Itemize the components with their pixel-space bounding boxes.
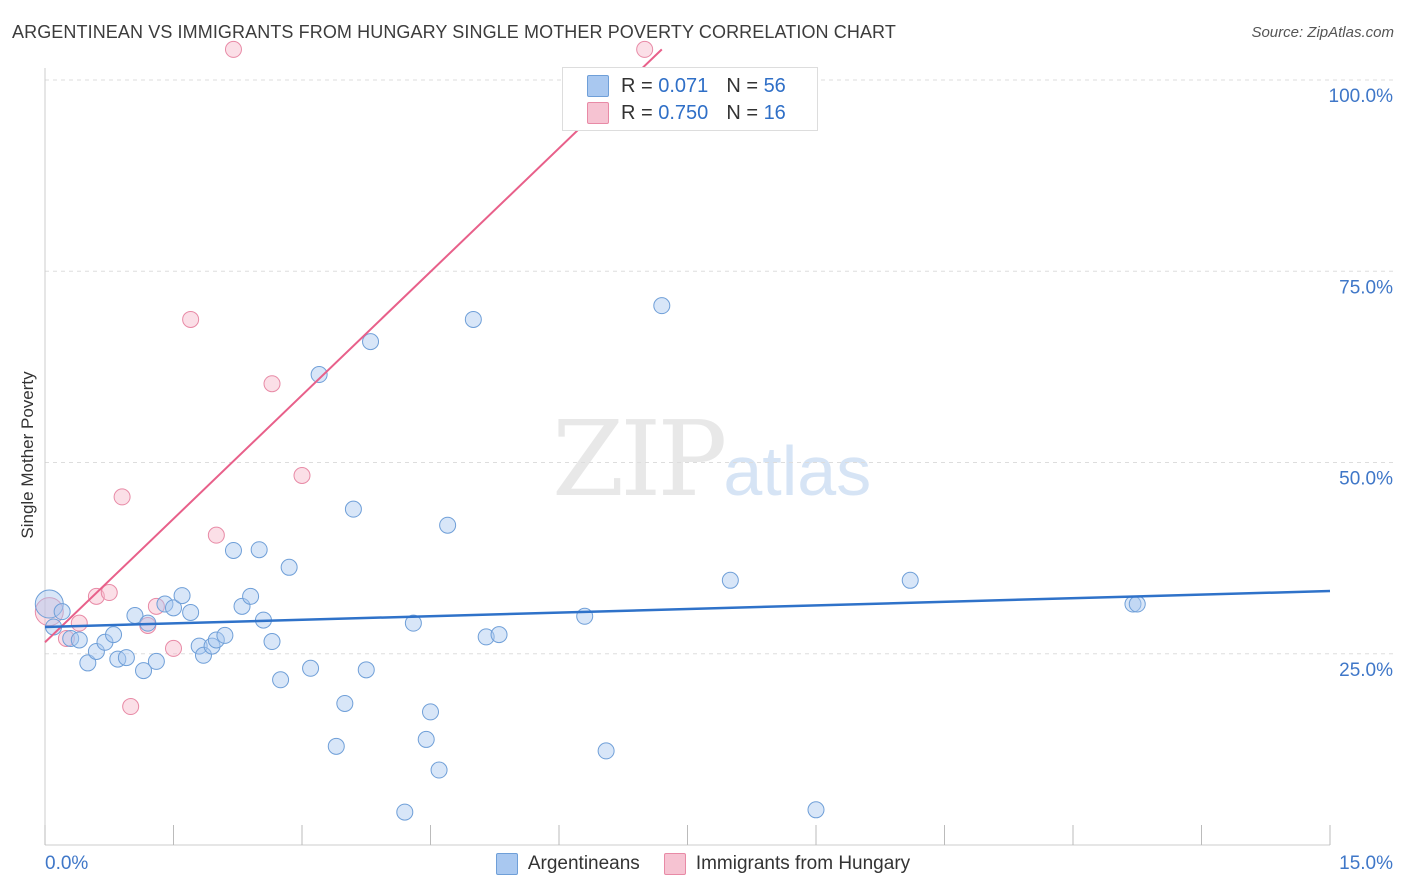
n-label: N = [726,101,758,124]
argentineans-point [653,297,671,315]
argentineans-point [404,614,422,632]
legend-row-hungary: R = 0.750 N = 16 [587,101,786,125]
argentineans-point [79,654,97,672]
hungary-point [122,698,140,716]
x-tick-label: 15.0% [1339,853,1393,874]
argentineans-point [439,516,457,534]
y-tick-label: 50.0% [1339,469,1393,490]
x-tick-label: 0.0% [45,853,88,874]
legend-item-hungary[interactable]: Immigrants from Hungary [663,853,911,875]
argentineans-point [336,694,354,712]
argentineans-point [242,587,260,605]
argentineans-point [417,730,435,748]
correlation-legend: R = 0.071 N = 56 R = 0.750 N = 16 [562,67,818,131]
watermark: ZIPatlas [552,398,871,520]
legend-label-argentineans: Argentineans [527,853,640,874]
argentineans-point [233,597,251,615]
source-label: Source: ZipAtlas.com [1251,24,1394,41]
n-label: N = [726,74,758,97]
argentineans-point [135,662,153,680]
argentineans-point [250,541,268,559]
argentineans-point [327,737,345,755]
argentineans-point [597,742,615,760]
n-value: 56 [763,74,786,97]
watermark-atlas: atlas [723,432,872,510]
argentineans-point [194,646,212,664]
argentineans-point [302,659,320,677]
n-value: 16 [763,101,786,124]
argentineans-point [721,571,739,589]
y-axis-label: Single Mother Poverty [18,371,37,539]
argentineans-point [117,649,135,667]
argentineans-point [477,628,495,646]
hungary-point [293,467,311,485]
argentineans-point [105,626,123,644]
legend-label-hungary: Immigrants from Hungary [695,853,911,874]
argentineans-point [901,571,919,589]
argentineans-point [396,803,414,821]
legend-swatch-pink [587,102,609,124]
hungary-point [87,587,105,605]
argentineans-point [203,637,221,655]
argentineans-point [207,631,225,649]
series-legend: Argentineans Immigrants from Hungary [0,850,1406,878]
hungary-point [70,614,88,632]
argentineans-point [362,333,380,351]
hungary-point [57,629,75,647]
argentineans-point [280,558,298,576]
hungary-point [263,375,281,393]
hungary-point [224,40,242,58]
argentineans-point [422,703,439,721]
argentineans-point [224,541,242,559]
hungary-point [182,310,200,328]
hungary-trend-line [44,48,663,643]
chart-title: ARGENTINEAN VS IMMIGRANTS FROM HUNGARY S… [12,22,896,42]
legend-row-argentineans: R = 0.071 N = 56 [587,74,786,98]
argentineans-point [357,661,375,679]
argentineans-point [53,603,71,621]
r-value: 0.071 [658,74,709,97]
argentineans-point [1128,595,1146,613]
argentineans-point [216,626,234,644]
argentineans-trend-line [44,589,1331,629]
hungary-point [113,488,131,506]
argentineans-point [182,603,200,621]
argentineans-point [147,652,165,670]
argentineans-point [310,366,328,384]
argentineans-point [109,650,127,668]
argentineans-point [165,599,182,617]
argentineans-point [70,631,88,649]
r-value: 0.750 [658,101,709,124]
argentineans-point [490,626,508,644]
y-tick-label: 25.0% [1339,660,1393,681]
r-label: R = [621,74,653,97]
legend-item-argentineans[interactable]: Argentineans [495,853,640,875]
r-label: R = [621,101,653,124]
y-tick-label: 100.0% [1329,86,1394,107]
argentineans-point [87,642,105,660]
argentineans-point [263,633,281,651]
argentineans-point [62,629,80,647]
argentineans-point [464,310,482,328]
argentineans-point [344,500,362,518]
hungary-point [636,40,654,58]
legend-swatch-pink [663,853,686,875]
legend-swatch-blue [495,853,518,875]
argentineans-point [190,637,208,655]
y-tick-label: 75.0% [1339,277,1393,298]
argentineans-point [173,587,191,605]
argentineans-point [272,671,290,689]
hungary-point [100,584,118,602]
argentineans-point [430,761,448,779]
argentineans-point [156,595,174,613]
argentineans-point [807,801,825,819]
legend-swatch-blue [587,75,609,97]
hungary-point [165,639,182,657]
watermark-zip: ZIP [552,398,727,520]
hungary-point [207,526,225,544]
